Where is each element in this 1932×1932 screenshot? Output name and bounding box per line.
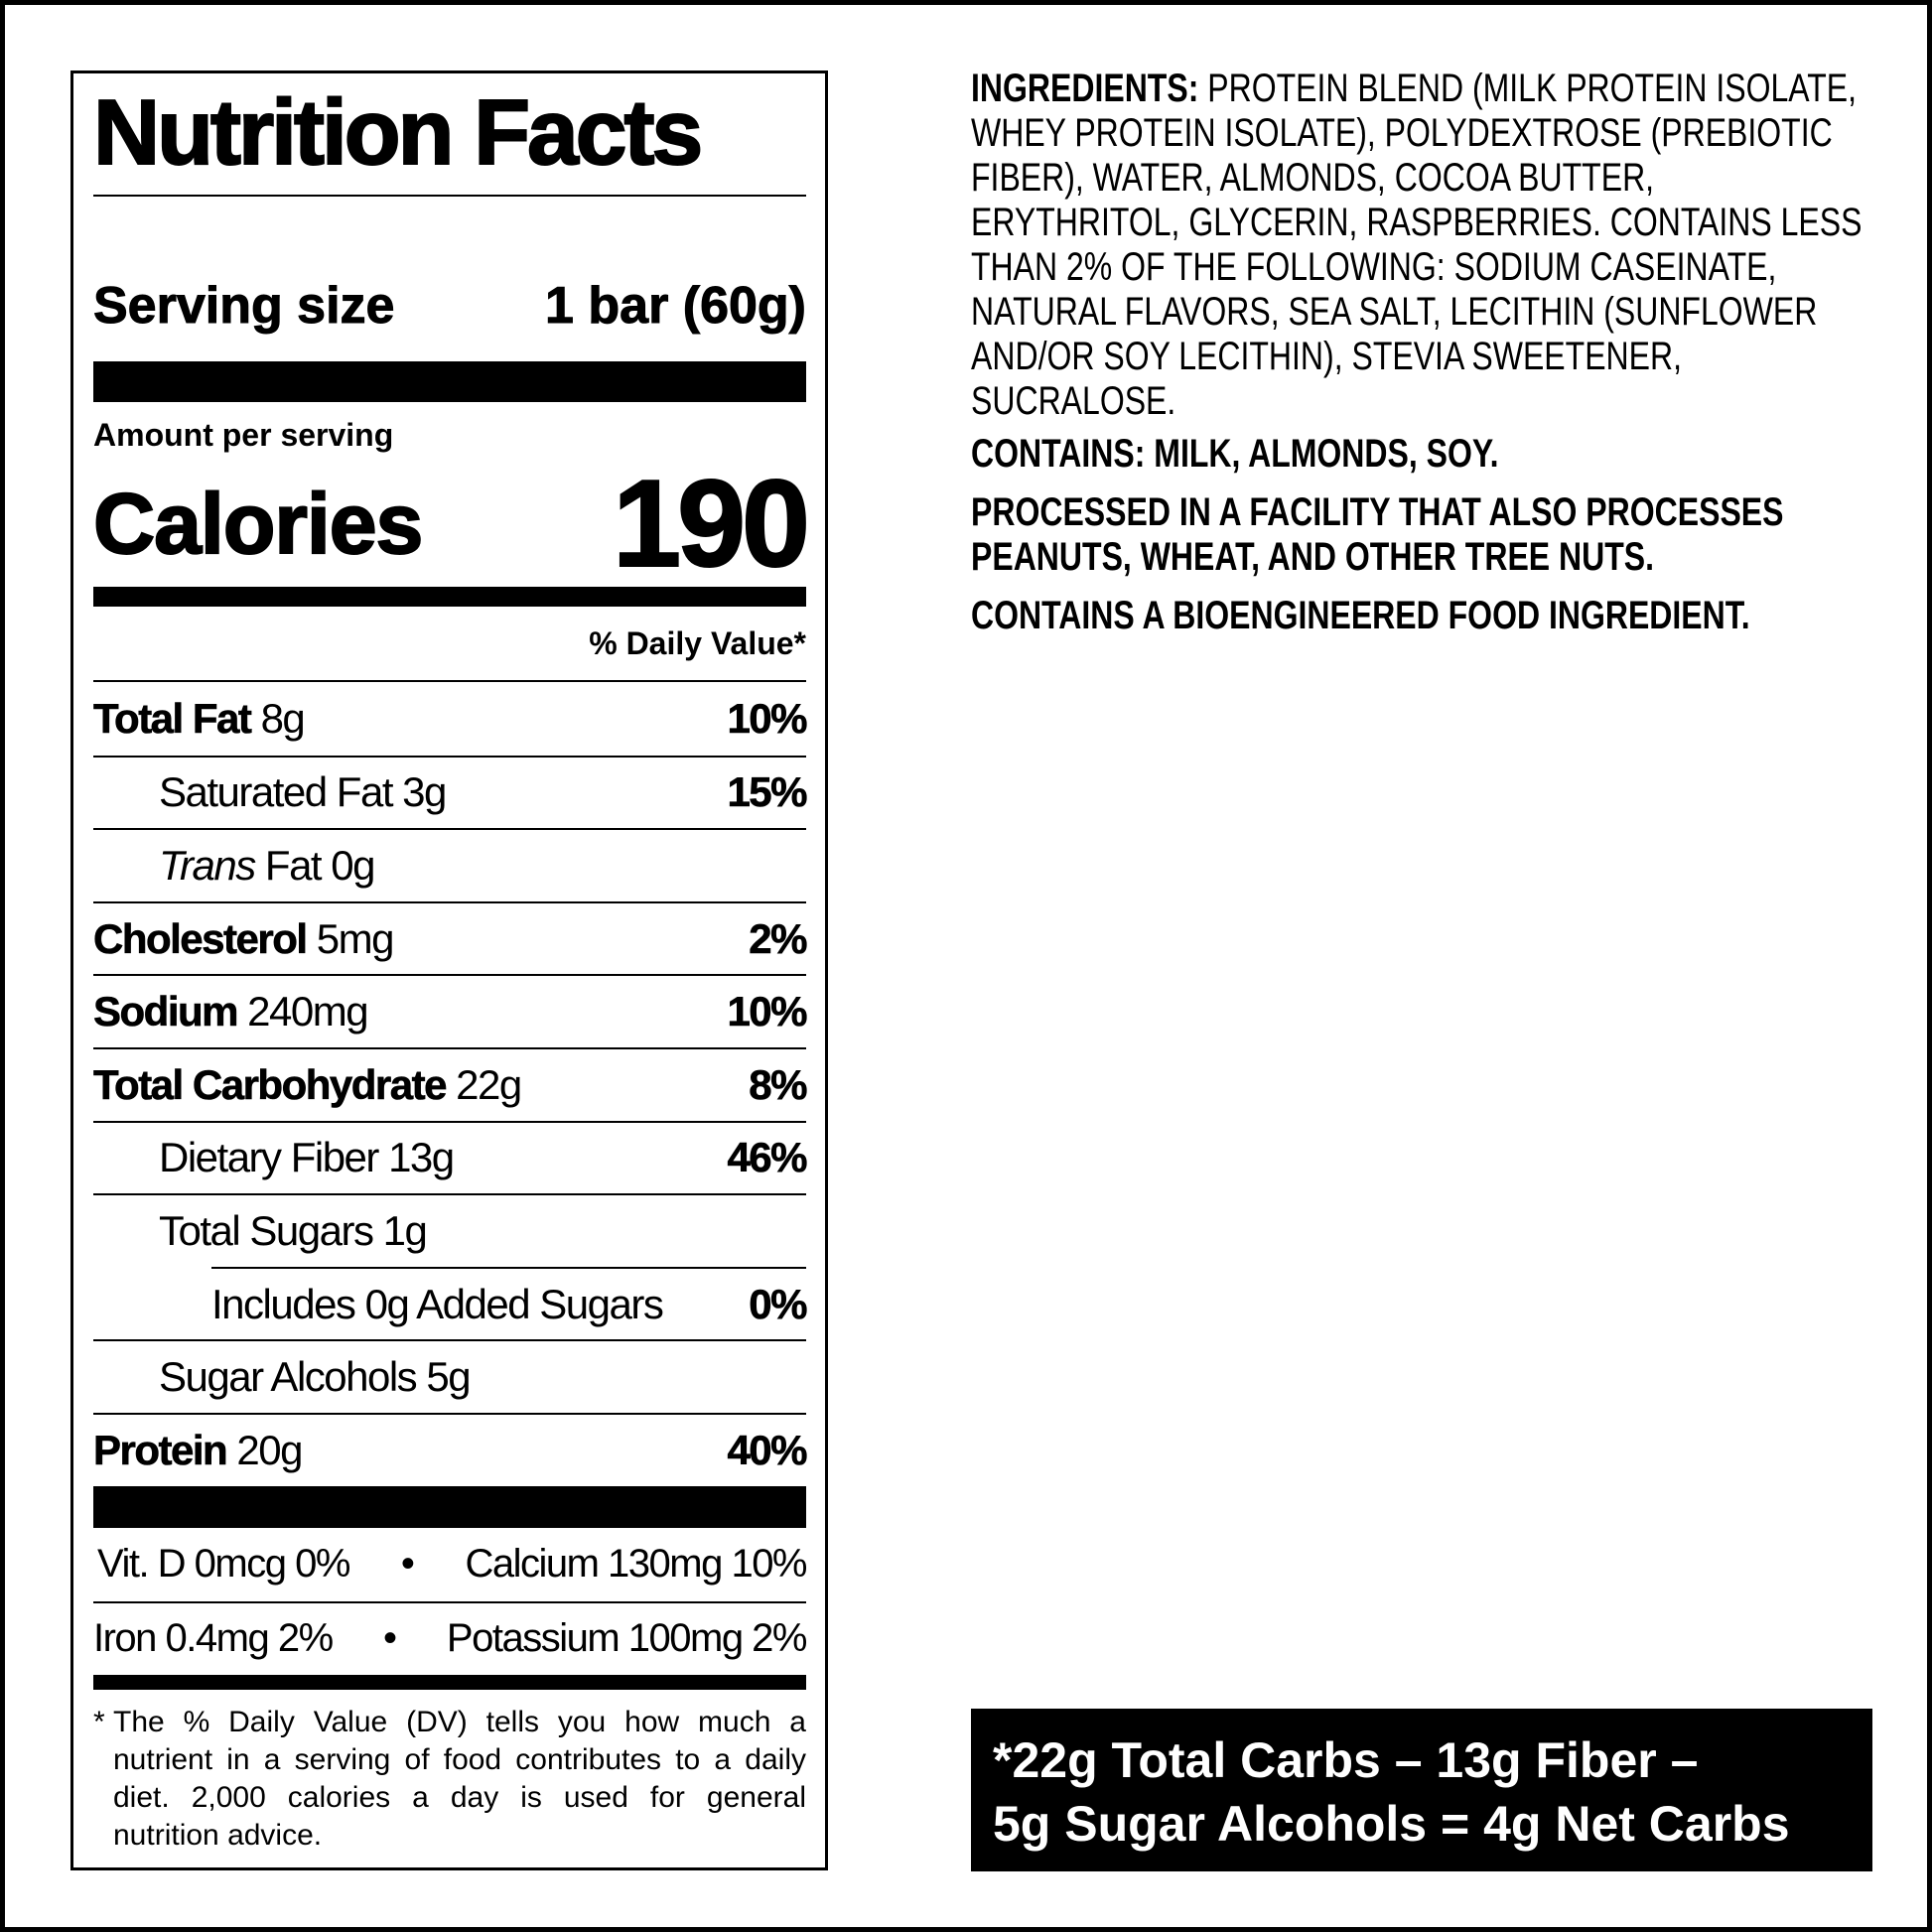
nutrient-row: Total Fat 8g 10% <box>93 682 808 756</box>
nutrient-row: Total Carbohydrate 22g 8% <box>93 1046 808 1121</box>
nutrient-row: Total Sugars 1g <box>93 1193 806 1267</box>
nutrient-amount: 22g <box>456 1060 522 1108</box>
nutrient-dv: 10% <box>727 694 808 742</box>
nutrient-amount: 20g <box>236 1426 303 1473</box>
facility-statement: PROCESSED IN A FACILITY THAT ALSO PROCES… <box>971 490 1784 579</box>
thick-rule <box>93 587 806 607</box>
ingredients-text: PROTEIN BLEND (MILK PROTEIN ISOLATE, WHE… <box>971 67 1863 423</box>
nutrient-amount: 1g <box>382 1206 428 1254</box>
nutrient-dv: 40% <box>727 1426 808 1473</box>
serving-size-value: 1 bar (60g) <box>545 277 807 336</box>
separator: • <box>400 1542 415 1587</box>
ingredients-column: INGREDIENTS: PROTEIN BLEND (MILK PROTEIN… <box>971 67 1868 638</box>
nutrient-name: Includes 0g Added Sugars <box>211 1280 664 1327</box>
net-carbs-box: *22g Total Carbs – 13g Fiber – 5g Sugar … <box>971 1709 1872 1871</box>
calories-label: Calories <box>92 476 424 573</box>
ingredients-label: INGREDIENTS: <box>971 67 1199 110</box>
nutrient-dv: 8% <box>749 1060 808 1108</box>
daily-value-header: % Daily Value* <box>93 607 806 682</box>
nutrient-dv: 15% <box>727 768 808 816</box>
nutrient-name: Sugar Alcohols <box>159 1353 418 1401</box>
nutrient-name-italic: Trans <box>159 841 256 889</box>
thick-rule <box>93 1485 806 1528</box>
nutrient-amount: 5mg <box>316 914 395 962</box>
net-carbs-line: *22g Total Carbs – 13g Fiber – <box>993 1732 1699 1788</box>
nutrient-name: Fat <box>264 841 323 889</box>
nutrient-amount: 8g <box>260 694 306 742</box>
nutrient-row: Includes 0g Added Sugars 0% <box>211 1266 808 1340</box>
nutrient-row: Protein 20g 40% <box>93 1412 808 1486</box>
nutrient-name: Total Fat <box>93 694 252 742</box>
nutrient-amount: 13g <box>388 1134 455 1181</box>
nutrient-row: Cholesterol 5mg 2% <box>93 900 808 975</box>
nutrition-label: Nutrition Facts Serving size 1 bar (60g)… <box>92 73 811 1855</box>
nutrient-dv: 46% <box>727 1134 808 1181</box>
nutrient-name: Cholesterol <box>93 914 309 962</box>
separator: • <box>383 1616 397 1661</box>
nutrient-amount: 5g <box>426 1353 471 1401</box>
thick-rule <box>93 1674 806 1690</box>
nutrient-name: Dietary Fiber <box>159 1134 379 1181</box>
footnote-mark: * <box>93 1705 105 1738</box>
calories-value: 190 <box>612 455 811 594</box>
serving-size-label: Serving size <box>92 277 395 336</box>
footnote-text: The % Daily Value (DV) tells you how muc… <box>113 1705 806 1852</box>
nutrient-dv: 0% <box>749 1280 808 1327</box>
nutrient-amount: 3g <box>402 768 447 816</box>
nutrient-row: Dietary Fiber 13g 46% <box>93 1120 808 1194</box>
nutrient-row: Trans Fat 0g <box>93 828 806 901</box>
amount-per-serving: Amount per serving <box>93 417 394 453</box>
nutrient-row: Sugar Alcohols 5g <box>93 1339 806 1413</box>
nutrient-amount: 240mg <box>247 988 368 1035</box>
calories: Calories 190 <box>92 455 811 594</box>
footnote: * The % Daily Value (DV) tells you how m… <box>93 1690 806 1855</box>
serving-size: Serving size 1 bar (60g) <box>92 197 807 361</box>
ingredients: INGREDIENTS: PROTEIN BLEND (MILK PROTEIN… <box>971 67 1868 424</box>
net-carbs-line: 5g Sugar Alcohols = 4g Net Carbs <box>993 1796 1790 1852</box>
ingredients-block: INGREDIENTS: PROTEIN BLEND (MILK PROTEIN… <box>971 67 1868 638</box>
nutrient-dv: 2% <box>749 914 808 962</box>
vitamin: Vit. D 0mcg 0% <box>97 1542 350 1587</box>
nutrient-amount: 0g <box>331 841 375 889</box>
vitamin-row: Iron 0.4mg 2% • Potassium 100mg 2% <box>93 1600 808 1675</box>
nutrient-row: Sodium 240mg 10% <box>93 974 808 1047</box>
bioengineered-statement: CONTAINS A BIOENGINEERED FOOD INGREDIENT… <box>971 594 1750 637</box>
nutrient-name: Total Sugars <box>159 1206 374 1254</box>
nutrient-name: Sodium <box>93 988 239 1035</box>
nutrient-name: Total Carbohydrate <box>93 1060 448 1108</box>
nutrient-row: Saturated Fat 3g 15% <box>93 755 808 829</box>
nutrient-dv: 10% <box>727 988 808 1035</box>
vitamin: Calcium 130mg 10% <box>465 1542 807 1587</box>
thick-rule <box>93 361 806 402</box>
title: Nutrition Facts <box>92 73 806 197</box>
vitamin-row: Vit. D 0mcg 0% • Calcium 130mg 10% <box>93 1528 807 1601</box>
nutrient-name: Saturated Fat <box>159 768 393 816</box>
nutrient-name: Protein <box>93 1426 228 1473</box>
nutrition-panel: Nutrition Facts Serving size 1 bar (60g)… <box>70 70 828 1870</box>
vitamin: Iron 0.4mg 2% <box>93 1616 334 1661</box>
allergens: CONTAINS: MILK, ALMONDS, SOY. <box>971 432 1499 476</box>
vitamin: Potassium 100mg 2% <box>446 1616 808 1661</box>
